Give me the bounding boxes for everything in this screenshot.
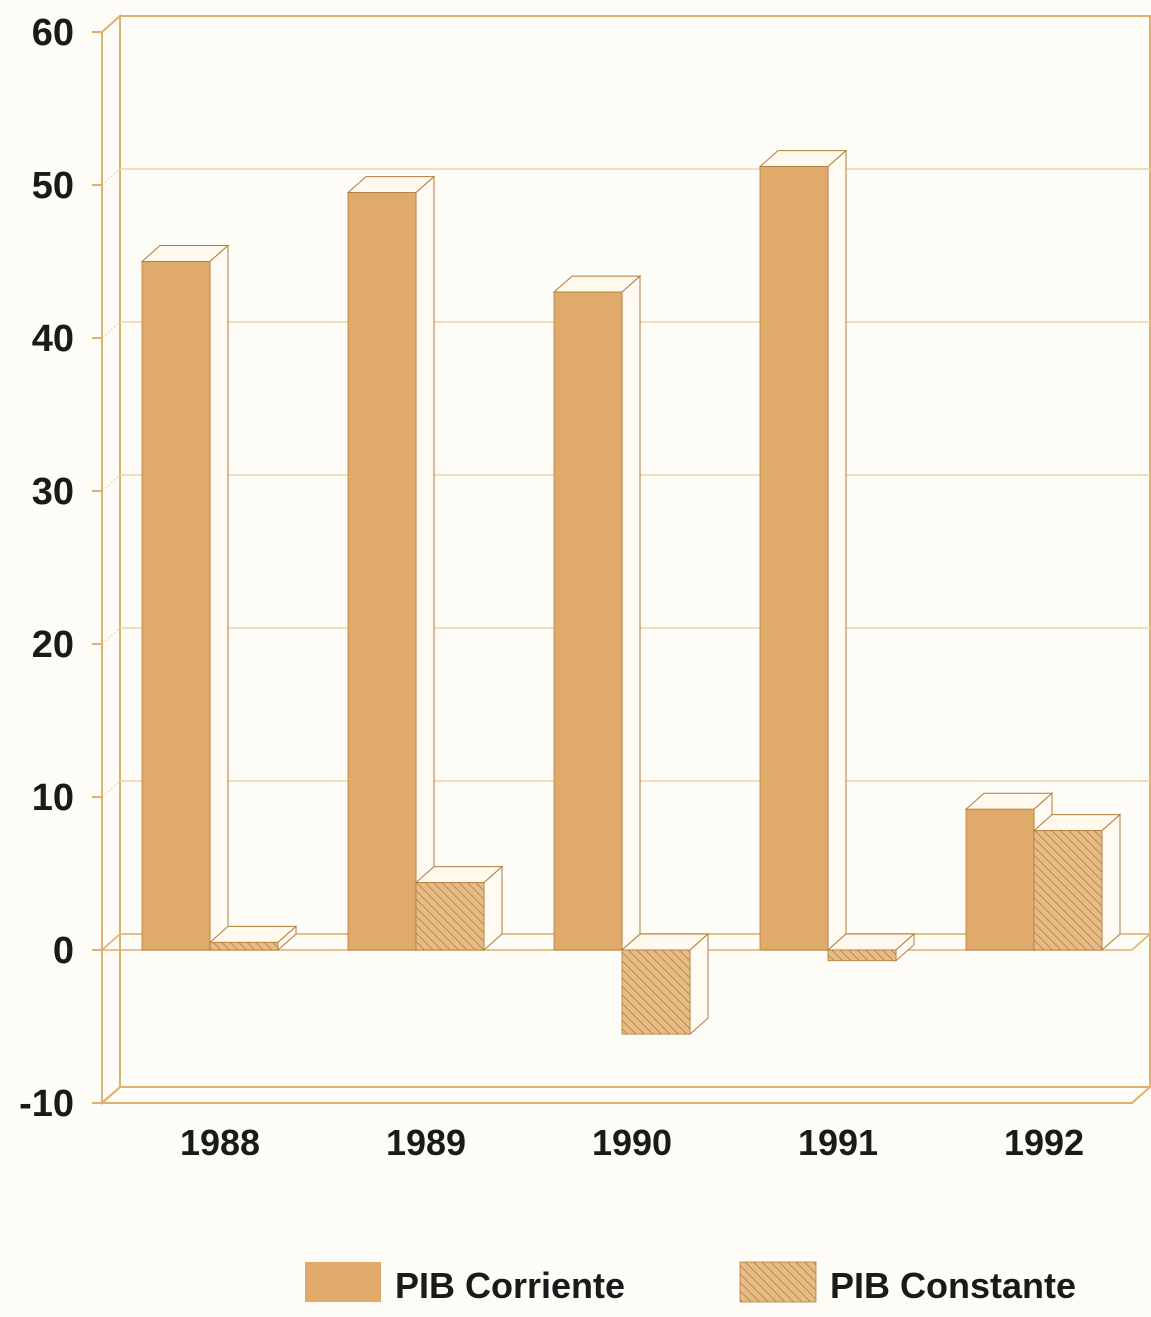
bar-pib-constante [826, 932, 916, 962]
axes: 60 50 40 30 20 10 0 -10 1988 1989 1990 1991 1992 [19, 12, 1084, 1163]
legend-swatch [739, 1261, 817, 1303]
bar-pib-constante-front [621, 949, 691, 1035]
legend: PIB Corriente PIB Constante [305, 1261, 1076, 1306]
bar-pib-corriente-side [827, 149, 847, 952]
y-tick-label: 40 [32, 318, 74, 360]
bar-pib-constante-side [689, 932, 709, 1036]
bar-pib-corriente-side [621, 274, 641, 952]
bar-pib-corriente-side [209, 244, 229, 952]
bar-pib-constante [208, 925, 298, 952]
floor [99, 1086, 1151, 1104]
x-tick-label: 1988 [180, 1122, 260, 1163]
bar-pib-corriente-front [553, 291, 623, 951]
bar-pib-constante [620, 932, 710, 1036]
legend-label: PIB Constante [830, 1265, 1076, 1306]
bars [140, 149, 1122, 1036]
bar-pib-constante-front [209, 941, 279, 951]
legend-item-pib-corriente: PIB Corriente [305, 1262, 625, 1306]
y-tick-label: 50 [32, 165, 74, 207]
y-tick-label: -10 [19, 1083, 74, 1125]
bar-pib-corriente-front [759, 166, 829, 951]
bar-pib-corriente-front [965, 808, 1035, 951]
gridline-side [101, 780, 121, 798]
side-wall [101, 13, 121, 1106]
y-tick-label: 30 [32, 471, 74, 513]
y-tick-label: 10 [32, 777, 74, 819]
x-tick-label: 1991 [798, 1122, 878, 1163]
bar-pib-constante [414, 865, 504, 952]
y-tick-label: 20 [32, 624, 74, 666]
bar-pib-corriente-front [347, 192, 417, 951]
legend-item-pib-constante: PIB Constante [739, 1261, 1076, 1306]
gridline-side [101, 627, 121, 645]
gridline-side [101, 321, 121, 339]
y-tick-label: 60 [32, 12, 74, 54]
x-tick-label: 1992 [1004, 1122, 1084, 1163]
x-tick-label: 1989 [386, 1122, 466, 1163]
bar-pib-corriente [758, 149, 848, 952]
bar-pib-corriente [552, 274, 642, 952]
x-tick-label: 1990 [592, 1122, 672, 1163]
bar-pib-constante [1032, 813, 1122, 952]
bar-pib-corriente-front [141, 261, 211, 951]
gridline-side [101, 474, 121, 492]
legend-label: PIB Corriente [395, 1265, 625, 1306]
bar-pib-corriente [140, 244, 230, 952]
gridline-side [101, 168, 121, 186]
legend-swatch [305, 1262, 381, 1302]
bar-pib-constante-front [1033, 830, 1103, 951]
bar-pib-corriente [346, 175, 436, 952]
bar-pib-constante-side [1101, 813, 1121, 952]
bar-pib-corriente-side [415, 175, 435, 952]
y-tick-label: 0 [53, 930, 74, 972]
bar-pib-constante-front [827, 949, 897, 962]
bar-pib-constante-front [415, 882, 485, 951]
